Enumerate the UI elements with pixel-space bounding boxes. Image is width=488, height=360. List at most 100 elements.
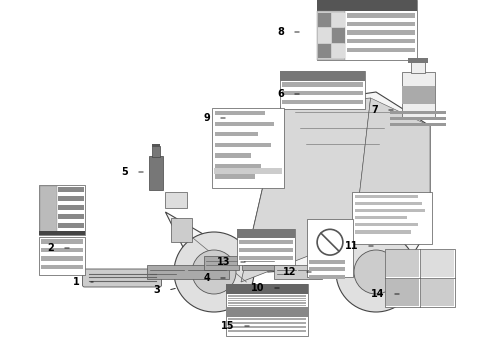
Bar — [227, 305, 305, 306]
Bar — [331, 28, 344, 43]
Circle shape — [353, 250, 397, 294]
Bar — [389, 111, 445, 114]
Bar — [227, 296, 305, 297]
Bar — [225, 284, 307, 294]
Bar — [227, 322, 305, 324]
Bar — [203, 256, 238, 270]
Bar — [281, 82, 362, 87]
Bar — [147, 265, 228, 279]
Bar — [39, 230, 85, 234]
Bar — [148, 156, 163, 190]
Bar — [308, 260, 344, 264]
Bar — [215, 111, 264, 115]
Bar — [351, 192, 431, 244]
Bar — [239, 248, 292, 252]
Bar — [317, 28, 330, 43]
Text: 6: 6 — [277, 89, 284, 99]
Bar — [385, 279, 418, 306]
Bar — [227, 302, 305, 303]
Bar — [151, 144, 160, 147]
Bar — [58, 224, 84, 228]
Bar — [152, 147, 159, 157]
Bar — [389, 117, 445, 120]
Bar — [407, 58, 427, 63]
Polygon shape — [241, 98, 370, 282]
Bar — [227, 300, 305, 301]
Bar — [215, 132, 257, 136]
Bar — [346, 31, 414, 35]
Bar — [41, 265, 83, 269]
Bar — [354, 216, 406, 219]
Text: 1: 1 — [73, 277, 80, 287]
Bar — [281, 100, 362, 104]
Bar — [308, 267, 344, 271]
Bar — [239, 256, 292, 260]
Bar — [227, 326, 305, 328]
Bar — [241, 256, 275, 270]
Bar — [215, 122, 274, 126]
Bar — [214, 168, 282, 174]
Bar — [384, 249, 454, 307]
Bar — [215, 175, 254, 179]
Bar — [225, 284, 307, 336]
Bar — [354, 195, 417, 198]
Circle shape — [335, 232, 415, 312]
Bar — [215, 143, 270, 147]
Bar — [237, 229, 294, 238]
Text: 11: 11 — [344, 241, 357, 251]
Bar — [227, 330, 305, 332]
Bar — [346, 13, 414, 18]
Bar — [279, 71, 364, 81]
Bar — [420, 250, 453, 277]
Bar — [58, 187, 84, 192]
Bar — [58, 205, 84, 210]
Bar — [58, 196, 84, 201]
Bar — [227, 298, 305, 299]
Bar — [170, 218, 192, 242]
Bar — [317, 13, 330, 27]
Bar — [401, 86, 434, 104]
Bar — [401, 72, 434, 118]
Text: 15: 15 — [220, 321, 234, 331]
Bar — [317, 44, 330, 58]
Text: 12: 12 — [282, 267, 295, 277]
Bar — [273, 265, 321, 279]
Bar — [331, 44, 344, 58]
Bar — [385, 250, 418, 277]
Bar — [212, 108, 284, 188]
Bar — [215, 164, 261, 168]
Bar — [308, 275, 344, 279]
Text: 2: 2 — [47, 243, 54, 253]
Text: 8: 8 — [277, 27, 284, 37]
Bar — [316, 0, 416, 11]
Bar — [354, 230, 409, 234]
Bar — [354, 202, 421, 205]
Bar — [41, 256, 83, 261]
Circle shape — [192, 250, 236, 294]
Bar — [306, 219, 352, 277]
Bar — [354, 209, 425, 212]
Polygon shape — [354, 98, 429, 238]
Bar — [410, 62, 425, 72]
Bar — [279, 71, 364, 109]
Text: 13: 13 — [216, 257, 229, 267]
Bar — [39, 237, 85, 275]
Text: 14: 14 — [370, 289, 383, 299]
Bar — [58, 214, 84, 219]
Text: 9: 9 — [203, 113, 209, 123]
Bar — [316, 11, 345, 60]
Polygon shape — [165, 92, 429, 282]
Bar — [316, 0, 416, 60]
Bar — [39, 185, 85, 234]
Bar — [227, 318, 305, 320]
Bar — [225, 307, 307, 317]
Text: 3: 3 — [153, 285, 160, 295]
Bar — [237, 229, 294, 265]
Bar — [281, 91, 362, 95]
Bar — [215, 153, 251, 158]
Text: 10: 10 — [250, 283, 264, 293]
Bar — [165, 192, 186, 208]
Bar — [239, 240, 292, 244]
Bar — [346, 39, 414, 44]
FancyBboxPatch shape — [82, 269, 161, 287]
